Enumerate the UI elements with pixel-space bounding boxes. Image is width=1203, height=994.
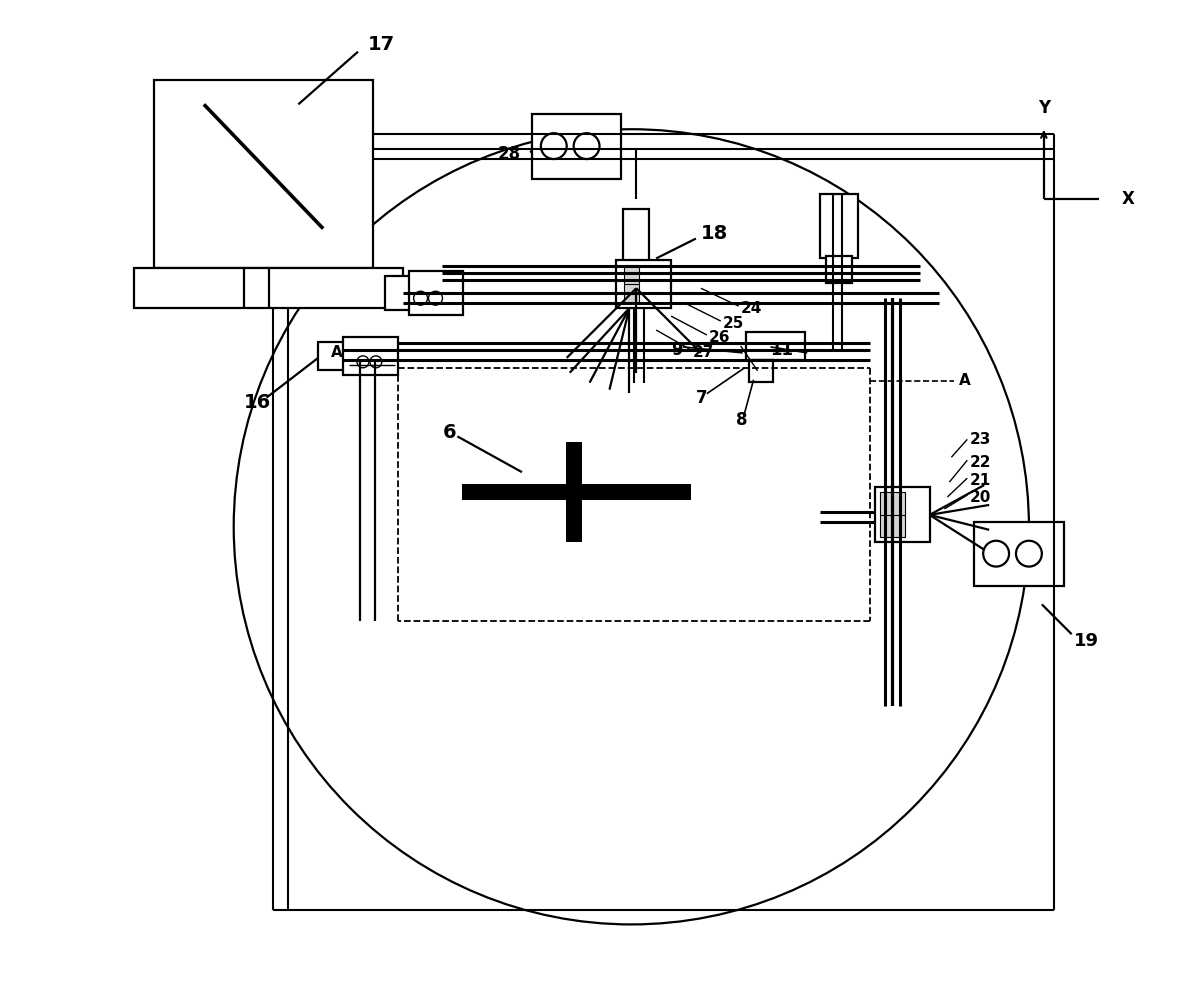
Bar xyxy=(628,266,645,288)
Bar xyxy=(879,492,905,537)
Text: 23: 23 xyxy=(970,431,990,447)
Bar xyxy=(385,276,410,310)
Text: 27: 27 xyxy=(693,345,715,361)
Text: 26: 26 xyxy=(709,330,730,346)
Bar xyxy=(409,271,463,315)
Text: 28: 28 xyxy=(497,145,520,163)
Bar xyxy=(623,209,650,268)
Bar xyxy=(343,337,398,375)
Bar xyxy=(748,360,774,382)
Bar xyxy=(565,442,581,542)
Text: 8: 8 xyxy=(736,412,747,429)
Bar xyxy=(624,265,639,303)
Bar xyxy=(820,194,858,258)
Bar xyxy=(974,522,1063,586)
Text: A: A xyxy=(959,373,971,389)
Text: 22: 22 xyxy=(970,454,991,470)
Text: 9: 9 xyxy=(671,341,683,359)
Text: X: X xyxy=(1121,190,1134,208)
Text: 16: 16 xyxy=(244,393,271,413)
Text: A: A xyxy=(331,345,343,361)
Bar xyxy=(319,342,346,370)
Text: 25: 25 xyxy=(723,315,745,331)
Text: 17: 17 xyxy=(368,35,395,55)
Text: 24: 24 xyxy=(741,300,761,316)
Bar xyxy=(875,487,930,542)
Text: Y: Y xyxy=(1038,99,1050,117)
Bar xyxy=(616,260,671,308)
Bar xyxy=(135,268,403,308)
Text: 18: 18 xyxy=(701,224,728,244)
Text: 21: 21 xyxy=(970,472,990,488)
Text: 19: 19 xyxy=(1073,632,1098,650)
Text: 11: 11 xyxy=(770,341,794,359)
Bar xyxy=(532,114,622,179)
Bar xyxy=(746,332,805,360)
Text: 7: 7 xyxy=(695,389,707,407)
Bar xyxy=(826,256,852,283)
Bar xyxy=(462,484,691,500)
Bar xyxy=(154,80,373,268)
Text: 6: 6 xyxy=(443,422,456,442)
Text: 20: 20 xyxy=(970,489,990,505)
